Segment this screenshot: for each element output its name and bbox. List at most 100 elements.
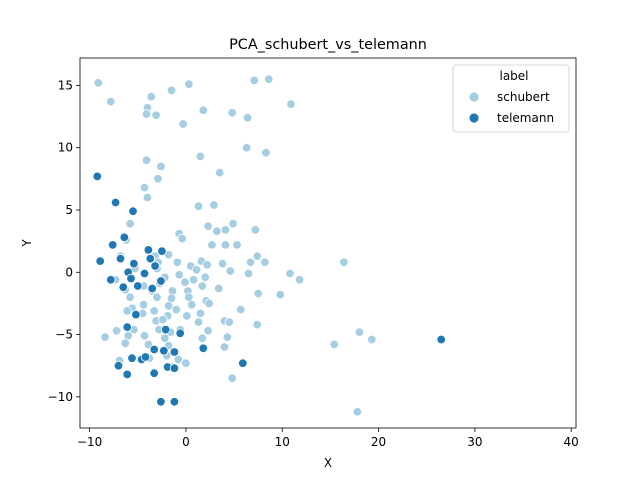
- point-schubert-112: [329, 339, 340, 350]
- point-telemann-2: [128, 206, 138, 216]
- point-telemann-34: [169, 363, 180, 373]
- point-telemann-7: [145, 253, 156, 264]
- point-telemann-0: [92, 171, 103, 182]
- point-schubert-6: [264, 74, 274, 84]
- point-schubert-37: [232, 240, 242, 250]
- point-schubert-105: [100, 332, 110, 342]
- point-schubert-23: [142, 192, 153, 203]
- point-telemann-20: [131, 309, 141, 320]
- point-schubert-74: [125, 292, 135, 302]
- point-schubert-53: [191, 265, 202, 275]
- point-schubert-3: [166, 85, 177, 96]
- point-schubert-27: [125, 218, 135, 229]
- x-tick-label: 30: [467, 435, 482, 449]
- y-tick-label: 5: [65, 203, 73, 217]
- point-schubert-43: [339, 257, 349, 268]
- x-tick-label: 10: [275, 435, 290, 449]
- point-schubert-49: [245, 257, 256, 268]
- point-schubert-48: [217, 258, 228, 269]
- point-telemann-30: [127, 353, 137, 363]
- point-schubert-88: [236, 304, 246, 315]
- point-telemann-10: [129, 258, 139, 269]
- point-schubert-22: [139, 182, 150, 193]
- point-schubert-12: [242, 113, 253, 123]
- legend-box: [452, 64, 570, 133]
- point-telemann-11: [150, 261, 160, 271]
- y-tick-label: −10: [48, 390, 73, 404]
- point-schubert-61: [200, 272, 210, 283]
- point-schubert-8: [141, 109, 152, 119]
- point-schubert-59: [174, 270, 184, 280]
- point-schubert-33: [177, 233, 187, 244]
- point-schubert-29: [212, 226, 222, 236]
- point-telemann-1: [110, 197, 121, 208]
- legend-title: label: [499, 69, 528, 83]
- point-schubert-120: [181, 358, 191, 368]
- legend-marker-schubert: [468, 91, 480, 103]
- point-schubert-16: [156, 161, 166, 172]
- point-schubert-123: [227, 373, 237, 383]
- point-telemann-26: [169, 347, 180, 357]
- point-telemann-9: [115, 253, 126, 264]
- point-schubert-1: [106, 96, 116, 107]
- point-schubert-67: [213, 283, 224, 294]
- point-telemann-13: [139, 268, 150, 279]
- point-schubert-19: [261, 147, 271, 158]
- point-schubert-79: [138, 300, 149, 310]
- point-schubert-124: [352, 407, 363, 417]
- point-schubert-66: [197, 281, 208, 291]
- point-telemann-35: [122, 369, 132, 380]
- point-schubert-80: [163, 301, 174, 311]
- point-telemann-29: [140, 352, 151, 362]
- point-telemann-27: [198, 343, 209, 354]
- point-schubert-30: [220, 225, 231, 235]
- point-telemann-38: [169, 397, 180, 407]
- point-schubert-87: [195, 308, 206, 319]
- point-schubert-104: [354, 327, 365, 337]
- point-telemann-16: [156, 276, 166, 286]
- point-schubert-31: [250, 225, 261, 235]
- point-telemann-24: [149, 344, 159, 355]
- point-schubert-54: [225, 266, 235, 276]
- y-tick-label: 10: [58, 141, 73, 155]
- point-telemann-17: [118, 282, 129, 292]
- point-schubert-35: [207, 240, 217, 250]
- x-axis-ticks: −10 0 10 20 30 40: [77, 428, 579, 449]
- point-schubert-10: [198, 105, 209, 116]
- point-schubert-28: [203, 221, 213, 231]
- point-schubert-47: [202, 260, 212, 270]
- point-telemann-19: [147, 283, 157, 294]
- point-schubert-24: [193, 201, 204, 211]
- point-schubert-60: [188, 275, 199, 285]
- point-schubert-73: [275, 290, 286, 300]
- point-schubert-84: [122, 306, 132, 316]
- point-schubert-113: [120, 338, 131, 349]
- point-schubert-45: [172, 257, 183, 268]
- point-telemann-31: [113, 361, 124, 371]
- point-schubert-111: [367, 334, 377, 345]
- point-schubert-82: [204, 298, 214, 309]
- point-schubert-5: [249, 75, 260, 86]
- point-schubert-15: [141, 155, 152, 165]
- legend-label-schubert: schubert: [497, 90, 550, 104]
- x-axis-label: X: [324, 456, 332, 470]
- point-telemann-8: [95, 256, 105, 266]
- x-tick-label: 40: [564, 435, 579, 449]
- point-schubert-98: [111, 326, 122, 336]
- point-schubert-20: [153, 174, 163, 184]
- plot-frame: [79, 57, 577, 429]
- point-telemann-3: [119, 232, 130, 243]
- point-schubert-11: [227, 108, 237, 118]
- point-schubert-56: [285, 268, 295, 279]
- points-layer: [92, 74, 446, 417]
- y-tick-label: 0: [65, 265, 73, 279]
- point-schubert-94: [193, 317, 204, 327]
- x-tick-label: 0: [182, 435, 190, 449]
- point-schubert-119: [173, 354, 183, 365]
- point-schubert-65: [180, 277, 190, 287]
- point-schubert-21: [214, 167, 225, 178]
- point-schubert-38: [252, 251, 262, 261]
- point-telemann-25: [159, 346, 169, 356]
- point-telemann-18: [133, 281, 143, 291]
- point-schubert-86: [171, 304, 182, 315]
